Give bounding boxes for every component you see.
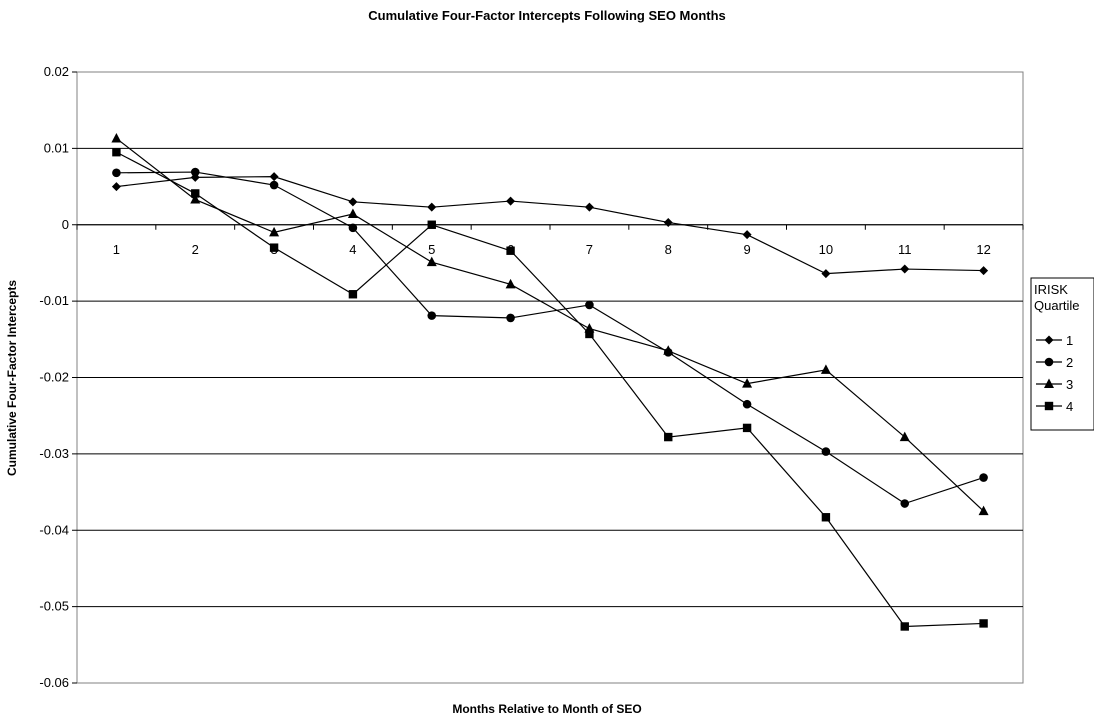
series-2-point — [821, 447, 831, 456]
x-tick-label: 12 — [976, 242, 990, 257]
series-2-point — [269, 180, 279, 190]
series-2-point — [506, 313, 515, 323]
series-3-point — [111, 132, 122, 143]
legend-items: 1 2 3 4 — [1036, 333, 1073, 414]
series-3-point — [347, 208, 358, 219]
x-tick-label: 2 — [192, 242, 199, 257]
series-1-point — [663, 217, 673, 227]
series-1-point — [269, 172, 279, 182]
series-1-point — [506, 196, 516, 206]
y-tick-label: -0.05 — [39, 599, 69, 614]
x-tick-label: 8 — [665, 242, 672, 257]
legend-marker-diamond — [1044, 335, 1054, 345]
x-tick-labels: 123456789101112 — [113, 242, 991, 257]
series-3-point — [269, 226, 280, 237]
x-tick-label: 4 — [349, 242, 356, 257]
legend-title-line-1: IRISK — [1034, 282, 1068, 297]
y-tick-label: 0.02 — [44, 64, 69, 79]
gridlines — [72, 71, 1023, 684]
legend: IRISK Quartile 1 2 3 4 — [1030, 277, 1094, 431]
series-2-point — [348, 223, 358, 233]
series-2-point — [112, 168, 121, 178]
series-4 — [112, 147, 988, 631]
series-1-point — [900, 264, 910, 274]
y-tick-label: -0.01 — [39, 293, 69, 308]
x-tick-label: 5 — [428, 242, 435, 257]
series-4-point — [664, 432, 673, 442]
series-1-line — [116, 176, 984, 275]
series-2-line — [116, 171, 984, 505]
x-tick-label: 9 — [743, 242, 750, 257]
y-tick-label: 0.01 — [44, 140, 69, 155]
series-4-line — [116, 151, 984, 628]
series-4-point — [585, 329, 594, 339]
y-tick-labels: 0.02 0.01 0 -0.01 -0.02 -0.03 -0.04 -0.05 -0.06 — [39, 64, 69, 690]
series-4-point — [742, 423, 752, 433]
plot-area: 0.020.010-0.01-0.02-0.03-0.04-0.05-0.06 … — [39, 64, 1024, 690]
chart-title: Cumulative Four-Factor Intercepts Follow… — [368, 8, 726, 23]
legend-item-2: 2 — [1036, 355, 1073, 370]
y-tick-label: -0.04 — [39, 522, 69, 537]
series-4-point — [900, 622, 909, 631]
series-3-point — [742, 378, 753, 388]
x-tick-label: 11 — [898, 242, 912, 257]
series-3-point — [505, 278, 516, 289]
series-4-point — [348, 290, 358, 299]
series-4-point — [821, 513, 831, 522]
series-4-point — [506, 246, 515, 255]
series-4-point — [269, 243, 279, 252]
series-1-point — [348, 197, 358, 207]
legend-title-line-2: Quartile — [1034, 298, 1080, 313]
legend-item-1: 1 — [1036, 333, 1073, 348]
x-tick-marks — [76, 224, 1024, 230]
series-1-point — [979, 266, 989, 276]
series-1-point — [427, 202, 437, 212]
y-axis-title: Cumulative Four-Factor Intercepts — [5, 280, 19, 476]
series-4-point — [191, 189, 200, 198]
series-2-point — [585, 300, 594, 310]
legend-item-3: 3 — [1036, 377, 1073, 392]
series-2-point — [742, 399, 752, 409]
series-3-point — [978, 505, 989, 516]
y-tick-label: -0.03 — [39, 446, 69, 461]
y-tick-label: -0.02 — [39, 370, 69, 385]
series-2-point — [979, 473, 988, 482]
series-2 — [112, 167, 988, 508]
y-tick-label: 0 — [62, 217, 69, 232]
series-4-point — [979, 619, 988, 628]
series-3-point — [820, 364, 831, 374]
x-tick-label: 10 — [819, 242, 833, 257]
x-tick-label: 1 — [113, 242, 120, 257]
legend-label: 1 — [1066, 333, 1073, 348]
legend-label: 4 — [1066, 399, 1073, 414]
series-3-point — [190, 194, 201, 204]
legend-marker-square — [1044, 401, 1054, 411]
series-4-point — [112, 147, 121, 157]
series-4-point — [427, 220, 436, 229]
legend-label: 2 — [1066, 355, 1073, 370]
series-2-point — [900, 499, 910, 508]
series-3-point — [663, 345, 674, 355]
series-1 — [111, 172, 989, 279]
legend-box — [1030, 277, 1094, 431]
y-tick-label: -0.06 — [39, 675, 69, 690]
series-1-point — [821, 269, 831, 279]
series-2-point — [427, 311, 437, 320]
legend-label: 3 — [1066, 377, 1073, 392]
legend-item-4: 4 — [1036, 399, 1073, 414]
series-1-point — [584, 202, 594, 212]
legend-marker-triangle — [1044, 378, 1054, 388]
series-1-point — [111, 182, 121, 192]
series-3 — [111, 132, 989, 516]
series-3-line — [116, 137, 984, 512]
series-group — [111, 132, 989, 631]
series-3-point — [426, 256, 437, 267]
x-tick-label: 7 — [586, 242, 593, 257]
series-1-point — [742, 230, 752, 240]
x-axis-title: Months Relative to Month of SEO — [452, 702, 641, 716]
series-3-point — [899, 431, 910, 442]
series-2-point — [190, 167, 200, 177]
legend-marker-circle — [1044, 357, 1054, 367]
